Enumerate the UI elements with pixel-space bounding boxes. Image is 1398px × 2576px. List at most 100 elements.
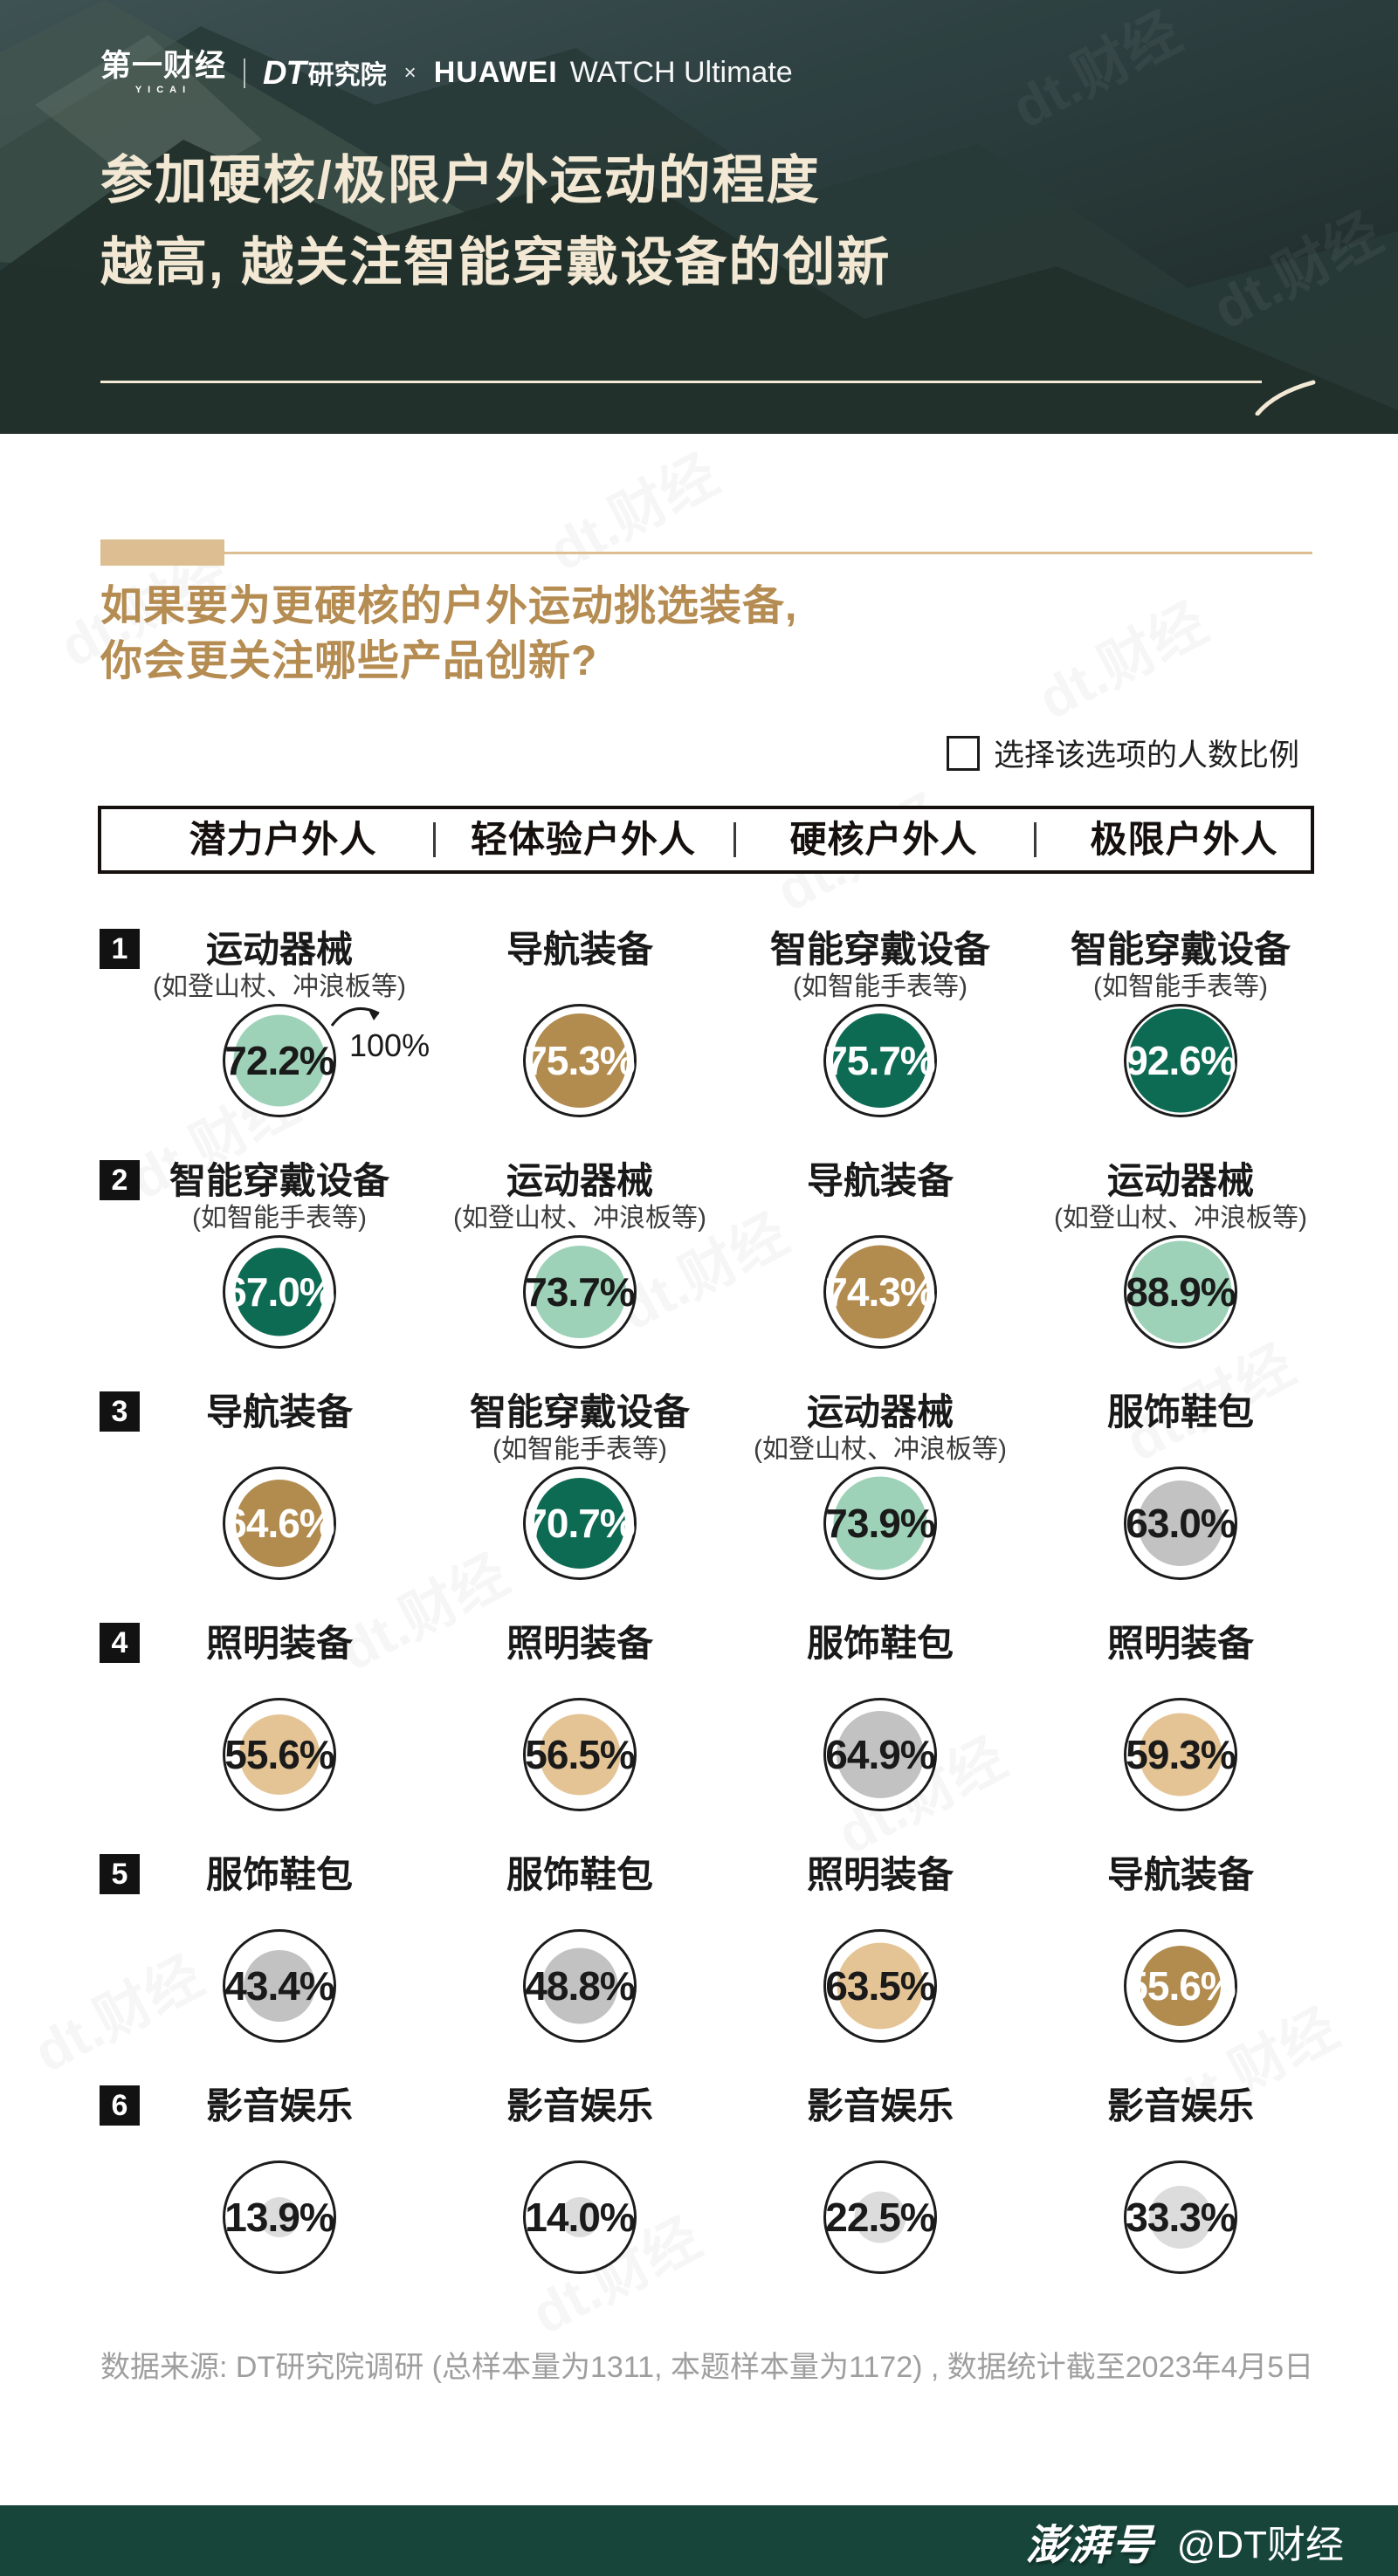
page-title-line1: 参加硬核/极限户外运动的程度 — [100, 151, 821, 210]
proportion-circle-inner — [244, 1950, 315, 2022]
chart-row-5: 5 服饰鞋包 43.4% 服饰鞋包 48.8% 照明装备 63.5% 导航装备 55.6% — [0, 1854, 1398, 2086]
column-separator — [733, 822, 736, 857]
proportion-circle-outer: 67.0% — [223, 1235, 336, 1349]
data-source-note: 数据来源: DT研究院调研 (总样本量为1311, 本题样本量为1172) , … — [100, 2351, 1314, 2384]
proportion-circle-inner — [539, 1714, 621, 1796]
mountain-background-image — [0, 0, 1398, 434]
proportion-circle-inner — [560, 2197, 600, 2237]
chart-grid: 1 运动器械 (如登山杖、冲浪板等) 72.2% 100% 导航装备 75.3% 智能穿戴设备… — [0, 434, 1398, 2505]
rank-badge: 2 — [100, 1160, 140, 1200]
proportion-circle-inner — [236, 1480, 323, 1567]
chart-cell: 导航装备 64.6% — [129, 1392, 430, 1593]
proportion-circle-outer: 22.5% — [823, 2160, 937, 2274]
item-sublabel: (如智能手表等) — [492, 1435, 667, 1464]
item-label: 服饰鞋包 — [205, 1854, 353, 1895]
proportion-circle-inner — [837, 1711, 924, 1798]
chart-cell: 导航装备 74.3% — [730, 1161, 1030, 1362]
item-label: 导航装备 — [506, 929, 653, 970]
survey-question-line1: 如果要为更硬核的户外运动挑选装备, — [100, 583, 798, 629]
percentage-value: 64.6% — [224, 1501, 334, 1546]
item-label: 运动器械 — [1106, 1160, 1254, 1201]
percentage-value: 67.0% — [224, 1269, 334, 1315]
chart-cell: 影音娱乐 33.3% — [1030, 2086, 1331, 2287]
proportion-circle-inner — [833, 1013, 927, 1108]
item-label: 导航装备 — [205, 1391, 353, 1432]
logo-row: 第一财经 YICAI DT 研究院 × HUAWEI WATCH Ultimat… — [100, 51, 793, 95]
proportion-circle-outer: 70.7% — [523, 1467, 637, 1580]
chart-cell: 照明装备 59.3% — [1030, 1624, 1331, 1824]
chart-cell: 照明装备 63.5% — [730, 1855, 1030, 2056]
title-underline — [100, 381, 1262, 383]
chart-cell: 智能穿戴设备 (如智能手表等) 70.7% — [430, 1392, 730, 1593]
column-header-1: 潜力户外人 — [189, 819, 377, 860]
proportion-circle-outer: 13.9% — [223, 2160, 336, 2274]
page-title-line2: 越高, 越关注智能穿戴设备的创新 — [100, 233, 892, 292]
huawei-logo: HUAWEI — [433, 56, 558, 89]
pengpai-logo: 澎湃号 — [1025, 2522, 1154, 2569]
item-label: 影音娱乐 — [205, 2085, 353, 2126]
percentage-value: 48.8% — [525, 1963, 635, 2009]
chart-cell: 照明装备 55.6% — [129, 1624, 430, 1824]
item-label: 服饰鞋包 — [806, 1623, 954, 1664]
proportion-circle-inner — [1149, 2186, 1212, 2249]
proportion-circle-outer: 14.0% — [523, 2160, 637, 2274]
percentage-value: 55.6% — [224, 1732, 334, 1777]
item-label: 影音娱乐 — [1106, 2085, 1254, 2126]
item-sublabel: (如登山杖、冲浪板等) — [153, 972, 406, 1001]
proportion-circle-outer: 73.9% — [823, 1467, 937, 1580]
item-label: 智能穿戴设备 — [769, 929, 990, 970]
yicai-logo-text: 第一财经 — [100, 49, 227, 83]
proportion-circle-inner — [541, 1947, 618, 2024]
item-label: 照明装备 — [506, 1623, 653, 1664]
chart-cell: 服饰鞋包 63.0% — [1030, 1392, 1331, 1593]
item-label: 照明装备 — [205, 1623, 353, 1664]
percentage-value: 92.6% — [1126, 1038, 1236, 1083]
chart-row-1: 1 运动器械 (如登山杖、冲浪板等) 72.2% 100% 导航装备 75.3% 智能穿戴设备… — [0, 929, 1398, 1161]
cross-icon: × — [403, 60, 417, 85]
item-label: 运动器械 — [806, 1391, 954, 1432]
percentage-value: 73.7% — [525, 1269, 635, 1315]
item-sublabel: (如智能手表等) — [793, 972, 968, 1001]
proportion-circle-inner — [1129, 1240, 1232, 1343]
percentage-value: 88.9% — [1126, 1269, 1236, 1315]
proportion-circle-outer: 55.6% — [223, 1698, 336, 1811]
proportion-circle-outer: 88.9% — [1124, 1235, 1237, 1349]
dt-logo-cn: 研究院 — [307, 61, 387, 90]
item-label: 服饰鞋包 — [506, 1854, 653, 1895]
chart-cell: 导航装备 55.6% — [1030, 1855, 1331, 2056]
proportion-circle-inner — [837, 1942, 924, 2030]
chart-cell: 运动器械 (如登山杖、冲浪板等) 88.9% — [1030, 1161, 1331, 1362]
item-label: 运动器械 — [506, 1160, 653, 1201]
column-header-4: 极限户外人 — [1090, 819, 1278, 860]
percentage-value: 72.2% — [224, 1038, 334, 1083]
percentage-value: 14.0% — [525, 2195, 635, 2240]
proportion-circle-inner — [1140, 1946, 1221, 2026]
hero-banner: dt.财经 dt.财经 第一财经 YICAI DT 研究院 × HUAWEI W… — [0, 0, 1398, 434]
proportion-circle-outer: 75.7% — [823, 1004, 937, 1117]
percentage-value: 22.5% — [825, 2195, 935, 2240]
percentage-value: 56.5% — [525, 1732, 635, 1777]
proportion-circle-outer: 63.0% — [1124, 1467, 1237, 1580]
percentage-value: 64.9% — [825, 1732, 935, 1777]
item-label: 导航装备 — [1106, 1854, 1254, 1895]
percentage-value: 73.9% — [825, 1501, 935, 1546]
rank-badge: 3 — [100, 1391, 140, 1432]
chart-legend: 选择该选项的人数比例 — [947, 731, 1299, 775]
chart-cell: 影音娱乐 14.0% — [430, 2086, 730, 2287]
legend-checkbox-icon — [947, 735, 980, 771]
chart-section: dt.财经 dt.财经 dt.财经 dt.财经 dt.财经 dt.财经 dt.财… — [0, 434, 1398, 2505]
proportion-circle-outer: 33.3% — [1124, 2160, 1237, 2274]
underline-swoosh-icon — [1255, 380, 1316, 416]
proportion-circle-outer: 72.2% — [223, 1004, 336, 1117]
proportion-circle-outer: 59.3% — [1124, 1698, 1237, 1811]
rank-badge: 6 — [100, 2085, 140, 2126]
proportion-circle-outer: 92.6% — [1124, 1004, 1237, 1117]
chart-cell: 智能穿戴设备 (如智能手表等) 75.7% — [730, 930, 1030, 1130]
item-sublabel: (如登山杖、冲浪板等) — [453, 1204, 706, 1233]
chart-row-6: 6 影音娱乐 13.9% 影音娱乐 14.0% 影音娱乐 22.5% 影音娱乐 33.3% — [0, 2085, 1398, 2318]
column-header-3: 硬核户外人 — [789, 819, 978, 860]
column-header-2: 轻体验户外人 — [470, 819, 696, 860]
proportion-circle-outer: 43.4% — [223, 1929, 336, 2043]
rank-badge: 1 — [100, 929, 140, 969]
